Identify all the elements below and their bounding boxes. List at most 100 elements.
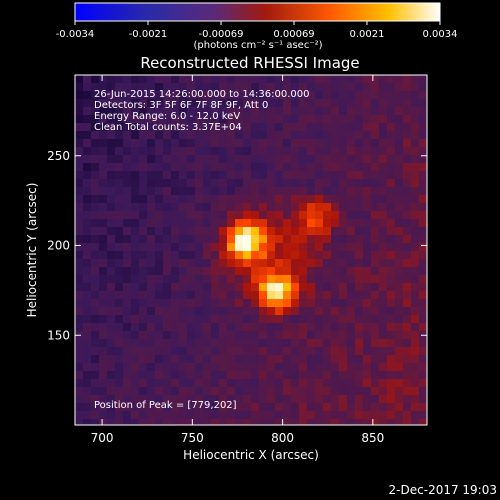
heatmap-cell <box>211 267 219 275</box>
heatmap-cell <box>299 379 307 387</box>
heatmap-cell <box>155 115 163 123</box>
heatmap-cell <box>363 123 371 131</box>
heatmap-cell <box>387 251 395 259</box>
heatmap-cell <box>411 403 419 411</box>
heatmap-cell <box>347 275 355 283</box>
heatmap-cell <box>91 195 99 203</box>
heatmap-cell <box>259 195 267 203</box>
heatmap-cell <box>395 131 403 139</box>
heatmap-cell <box>83 115 91 123</box>
heatmap-cell <box>155 387 163 395</box>
heatmap-cell <box>371 147 379 155</box>
heatmap-cell <box>275 307 283 315</box>
heatmap-cell <box>339 347 347 355</box>
heatmap-cell <box>387 203 395 211</box>
heatmap-cell <box>315 99 323 107</box>
heatmap-cell <box>339 251 347 259</box>
heatmap-cell <box>307 107 315 115</box>
heatmap-cell <box>411 155 419 163</box>
heatmap-cell <box>195 219 203 227</box>
heatmap-cell <box>283 99 291 107</box>
heatmap-cell <box>163 387 171 395</box>
heatmap-cell <box>267 275 275 283</box>
heatmap-cell <box>419 379 427 387</box>
heatmap-cell <box>267 179 275 187</box>
heatmap-cell <box>131 115 139 123</box>
heatmap-cell <box>187 203 195 211</box>
heatmap-cell <box>275 259 283 267</box>
heatmap-cell <box>83 283 91 291</box>
heatmap-cell <box>187 275 195 283</box>
heatmap-cell <box>99 251 107 259</box>
heatmap-cell <box>187 283 195 291</box>
heatmap-cell <box>75 267 83 275</box>
heatmap-cell <box>195 403 203 411</box>
heatmap-cell <box>395 243 403 251</box>
heatmap-cell <box>243 123 251 131</box>
heatmap-cell <box>203 315 211 323</box>
heatmap-cell <box>339 123 347 131</box>
heatmap-cell <box>163 195 171 203</box>
heatmap-cell <box>91 283 99 291</box>
heatmap-cell <box>387 371 395 379</box>
heatmap-cell <box>411 355 419 363</box>
heatmap-cell <box>219 195 227 203</box>
heatmap-cell <box>339 363 347 371</box>
plot-frame <box>74 74 428 426</box>
heatmap-cell <box>267 363 275 371</box>
heatmap-cell <box>323 131 331 139</box>
heatmap-cell <box>179 179 187 187</box>
heatmap-cell <box>259 123 267 131</box>
heatmap-cell <box>355 315 363 323</box>
heatmap-cell <box>283 131 291 139</box>
heatmap-cell <box>99 227 107 235</box>
heatmap-cell <box>171 75 179 83</box>
heatmap-cell <box>379 259 387 267</box>
heatmap-cell <box>251 267 259 275</box>
heatmap-cell <box>123 315 131 323</box>
heatmap-cell <box>419 283 427 291</box>
heatmap-cell <box>339 179 347 187</box>
heatmap-cell <box>371 115 379 123</box>
heatmap-cell <box>75 307 83 315</box>
heatmap-cell <box>251 219 259 227</box>
heatmap-cell <box>299 347 307 355</box>
heatmap-cell <box>331 275 339 283</box>
heatmap-cell <box>395 83 403 91</box>
heatmap-cell <box>419 355 427 363</box>
heatmap-cell <box>155 395 163 403</box>
heatmap-cell <box>251 331 259 339</box>
heatmap-cell <box>195 355 203 363</box>
heatmap-cell <box>275 155 283 163</box>
heatmap-cell <box>259 355 267 363</box>
heatmap-cell <box>227 195 235 203</box>
heatmap-cell <box>411 275 419 283</box>
heatmap-cell <box>187 147 195 155</box>
heatmap-cell <box>235 163 243 171</box>
heatmap-cell <box>115 163 123 171</box>
heatmap-cell <box>283 403 291 411</box>
heatmap-cell <box>219 379 227 387</box>
colorbar-units-label: (photons cm⁻² s⁻¹ asec⁻²) <box>193 40 322 51</box>
heatmap-cell <box>251 307 259 315</box>
heatmap-cell <box>147 195 155 203</box>
heatmap-cell <box>395 331 403 339</box>
heatmap-cell <box>251 315 259 323</box>
heatmap-cell <box>83 227 91 235</box>
heatmap-cell <box>187 363 195 371</box>
heatmap-cell <box>339 395 347 403</box>
heatmap-cell <box>115 267 123 275</box>
heatmap-cell <box>195 211 203 219</box>
heatmap-cell <box>323 139 331 147</box>
heatmap-cell <box>267 259 275 267</box>
heatmap-cell <box>139 163 147 171</box>
heatmap-cell <box>163 355 171 363</box>
heatmap-cell <box>259 323 267 331</box>
heatmap-cell <box>235 403 243 411</box>
heatmap-cell <box>411 131 419 139</box>
heatmap-cell <box>187 227 195 235</box>
heatmap-cell <box>163 75 171 83</box>
heatmap-cell <box>203 411 211 419</box>
heatmap-cell <box>387 75 395 83</box>
heatmap-cell <box>371 379 379 387</box>
